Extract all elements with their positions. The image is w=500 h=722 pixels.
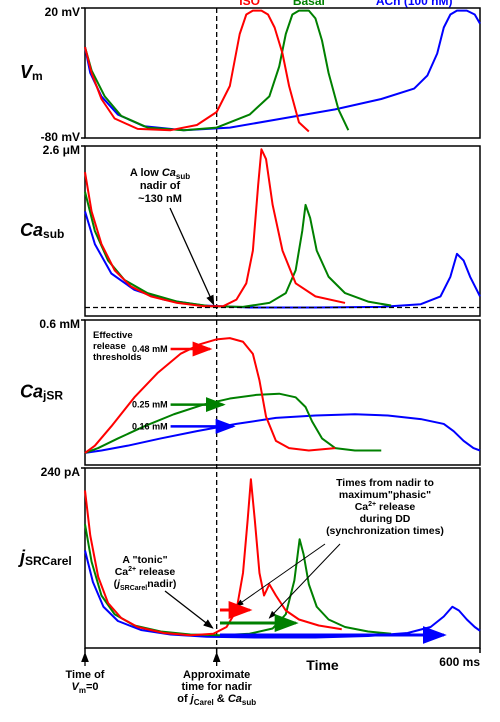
svg-text:Vm: Vm <box>20 62 43 83</box>
svg-text:of jCarel & Casub: of jCarel & Casub <box>177 693 256 707</box>
svg-text:~130 nM: ~130 nM <box>138 193 182 205</box>
svg-text:Ca2+ release: Ca2+ release <box>115 566 176 578</box>
svg-text:time for nadir: time for nadir <box>182 681 253 693</box>
svg-text:ISO: ISO <box>239 0 260 8</box>
svg-text:nadir of: nadir of <box>140 180 181 192</box>
svg-text:240 pA: 240 pA <box>41 465 81 479</box>
svg-text:Times from nadir to: Times from nadir to <box>336 477 434 489</box>
svg-text:ACh (100 nM): ACh (100 nM) <box>376 0 453 8</box>
svg-text:A "tonic": A "tonic" <box>122 554 167 566</box>
svg-text:Basal: Basal <box>293 0 325 8</box>
svg-text:Ca2+ release: Ca2+ release <box>355 501 416 513</box>
svg-text:0.48 mM: 0.48 mM <box>132 344 168 354</box>
svg-text:(jSRCarelnadir): (jSRCarelnadir) <box>114 578 177 592</box>
svg-text:Vm=0: Vm=0 <box>71 681 98 695</box>
svg-text:release: release <box>93 341 126 352</box>
svg-text:0.25 mM: 0.25 mM <box>132 400 168 410</box>
figure-container: 20 mV -80 mV Vm 2.6 μM Casub A low Casubnadir… <box>0 0 500 722</box>
svg-text:jSRCarel: jSRCarel <box>18 547 72 568</box>
svg-text:CajSR: CajSR <box>20 381 63 402</box>
svg-text:Time of: Time of <box>66 669 105 681</box>
svg-text:600 ms: 600 ms <box>439 655 480 669</box>
svg-text:Effective: Effective <box>93 330 133 341</box>
svg-text:maximum"phasic": maximum"phasic" <box>339 489 431 501</box>
svg-text:A low Casub: A low Casub <box>130 167 190 181</box>
figure-svg: 20 mV -80 mV Vm 2.6 μM Casub A low Casubnadir… <box>0 0 500 722</box>
svg-text:Approximate: Approximate <box>183 669 250 681</box>
svg-text:(synchronization times): (synchronization times) <box>326 525 444 537</box>
svg-text:0.6 mM: 0.6 mM <box>39 317 80 331</box>
svg-text:Time: Time <box>306 657 339 673</box>
svg-text:0.16 mM: 0.16 mM <box>132 421 168 431</box>
svg-text:-80 mV: -80 mV <box>41 130 80 144</box>
svg-text:2.6 μM: 2.6 μM <box>43 143 80 157</box>
svg-text:20 mV: 20 mV <box>45 5 80 19</box>
svg-text:Casub: Casub <box>20 220 64 241</box>
svg-text:during DD: during DD <box>360 513 411 525</box>
